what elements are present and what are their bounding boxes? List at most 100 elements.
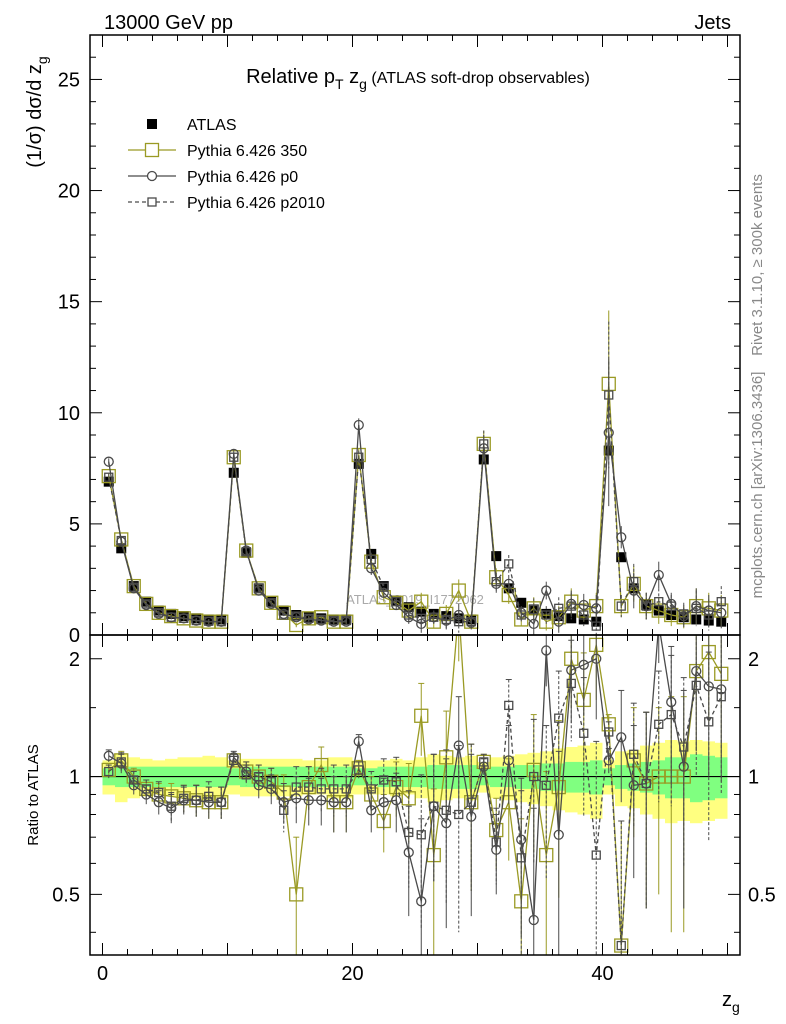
y-tick-label: 10 [58,403,80,425]
pythia-p2010-ratio-point [454,809,464,820]
pythia-p0-ratio-point [691,665,702,677]
legend-entry-3: Pythia 6.426 p2010 [128,195,325,212]
pythia-p2010-point [366,554,376,565]
pythia-p2010-point [191,615,201,626]
pythia-p0-point [541,585,552,596]
pythia-p2010-point [291,611,301,621]
pythia-p2010-point [141,599,151,609]
pythia-p2010-point [666,601,676,611]
pythia-p2010-ratio-point [429,801,439,811]
pythia-p2010-point [329,615,339,626]
y-tick-label: 15 [58,292,80,314]
pythia-p2010-ratio-point [704,717,714,727]
pythia-p2010-ratio-point [691,680,701,691]
pythia-p0-point [616,532,627,543]
pythia-p2010-ratio-point [491,837,501,847]
ratio-band-inner [690,754,703,803]
pythia-350-ratio-point [414,708,429,723]
pythia-p2010-ratio-point [404,827,414,838]
pythia-p2010-ratio-point [541,780,551,790]
pythia-p2010-point [179,613,189,623]
pythia-350-point [239,543,254,558]
pythia-p0-ratio-point [141,789,152,800]
pythia-p2010-ratio-point [654,719,664,729]
pythia-p0-ratio-point [366,805,377,816]
pythia-p2010-ratio-point [529,771,539,782]
pythia-p2010-ratio-point [391,777,401,787]
pythia-p2010-ratio-point [141,784,151,794]
pythia-p2010-point [279,610,289,620]
pythia-350-ratio-point [289,887,304,902]
pythia-p2010-point [379,582,389,592]
y-axis-label: (1/σ) dσ/d zg [24,56,50,167]
pythia-p2010-ratio-point [466,797,476,807]
pythia-p2010-point [316,614,326,625]
atlas-data-point [616,552,627,563]
y-axis-label-sub: g [34,56,50,64]
pythia-p2010-ratio-point [441,805,451,815]
pythia-p0-point [653,569,664,581]
title-sub2: g [359,76,367,92]
pythia-p2010-point [154,608,164,618]
pythia-350-point [264,595,279,610]
x-axis-label: zg [722,989,740,1015]
pythia-p0-point [353,419,364,431]
pythia-p2010-point [616,601,626,611]
pythia-p0-ratio-point [103,750,114,761]
x-tick-label: 0 [97,963,108,985]
pythia-p2010-point [541,610,551,620]
pythia-p2010-point [354,452,364,462]
pythia-p2010-ratio-point [366,784,376,794]
x-tick-label: 40 [591,963,613,985]
atlas-data-point [228,467,239,478]
legend-marker [144,142,160,158]
pythia-p2010-ratio-point [641,778,651,789]
pythia-p2010-ratio-point [316,784,326,794]
pythia-p0-point [103,456,114,467]
pythia-p2010-ratio-point [604,727,614,737]
pythia-p0-ratio-point [578,659,589,670]
pythia-p2010-ratio-point [291,782,301,792]
pythia-p2010-ratio-point [154,787,164,798]
pythia-p0-ratio-point [303,795,314,806]
ratio-tick-label-right: 2 [748,649,759,671]
pythia-p0-ratio-point [528,914,539,926]
pythia-p2010-ratio-point [666,709,676,720]
pythia-p2010-point [604,390,614,400]
y-tick-label: 20 [58,181,80,203]
legend-label: ATLAS [187,117,237,134]
pythia-p2010-ratio-point [679,742,689,752]
legend-label: Pythia 6.426 350 [187,143,307,160]
pythia-p2010-ratio-point [104,766,114,777]
x-axis-label-main: z [722,989,732,1011]
pythia-350-point [414,594,429,609]
y-tick-label: 25 [58,69,80,91]
pythia-p2010-ratio-point [566,678,576,689]
pythia-p2010-point [341,615,351,626]
pythia-p2010-ratio-point [591,850,601,860]
pythia-p0-ratio-point [541,645,552,656]
pythia-p2010-ratio-point [279,805,289,815]
legend-label: Pythia 6.426 p0 [187,169,298,186]
pythia-p2010-ratio-point [266,777,276,787]
pythia-p2010-ratio-point [479,757,489,767]
ratio-axis-label: Ratio to ATLAS [25,744,42,845]
y-axis-label-main: (1/σ) dσ/d z [24,64,46,168]
category-label: Jets [694,12,731,34]
ratio-tick-label-right: 0.5 [748,884,776,906]
pythia-p2010-point [129,582,139,592]
pythia-p2010-point [641,601,651,611]
pythia-p2010-point [529,604,539,615]
pythia-p0-ratio-point [453,740,464,751]
chart-title: Relative pT zg (ATLAS soft-drop observab… [246,66,590,92]
process-label: 13000 GeV pp [104,12,233,34]
pythia-p2010-point [166,612,176,622]
pythia-p2010-ratio-point [216,797,226,807]
pythia-p0-ratio-point [703,681,714,692]
pythia-p0-ratio-point [516,834,527,845]
title-prefix: Relative p [246,66,335,88]
pythia-p2010-ratio-point [229,755,239,766]
pythia-p0-point [453,609,464,621]
pythia-p2010-point [454,617,464,627]
pythia-p2010-point [716,597,726,607]
